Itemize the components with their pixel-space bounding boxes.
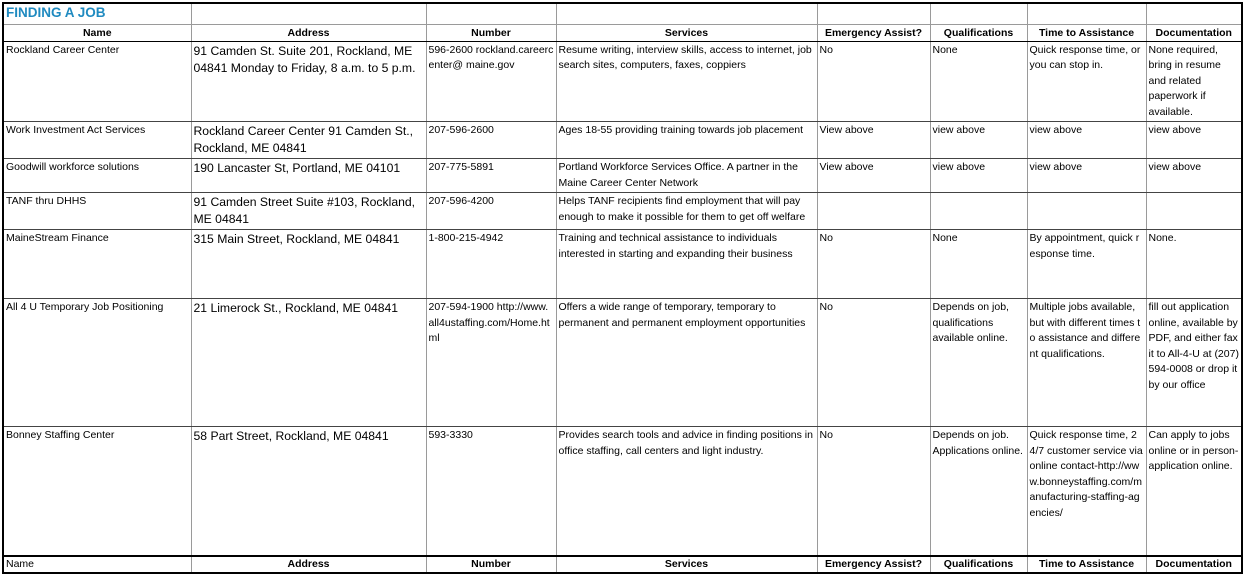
- header-documentation[interactable]: Documentation: [1145, 23, 1243, 42]
- footer-documentation[interactable]: Documentation: [1145, 554, 1243, 573]
- cell-documentation[interactable]: [1145, 192, 1243, 230]
- header-time[interactable]: Time to Assistance: [1026, 23, 1147, 42]
- sheet-title-text: FINDING A JOB: [6, 5, 106, 20]
- cell-address[interactable]: 91 Camden St. Suite 201, Rockland, ME 04…: [190, 40, 427, 122]
- cell-services[interactable]: Resume writing, interview skills, access…: [555, 40, 818, 122]
- cell-services[interactable]: Ages 18-55 providing training towards jo…: [555, 121, 818, 159]
- cell-documentation[interactable]: None required, bring in resume and relat…: [1145, 40, 1243, 122]
- cell-time[interactable]: Multiple jobs available, but with differ…: [1026, 298, 1147, 427]
- footer-qualifications[interactable]: Qualifications: [929, 554, 1028, 573]
- cell-number[interactable]: 207-596-2600: [425, 121, 557, 159]
- cell-address[interactable]: 91 Camden Street Suite #103, Rockland, M…: [190, 192, 427, 230]
- cell-emergency[interactable]: No: [816, 298, 931, 427]
- cell-services[interactable]: Offers a wide range of temporary, tempor…: [555, 298, 818, 427]
- cell-name[interactable]: Goodwill workforce solutions: [2, 158, 192, 193]
- cell-documentation[interactable]: None.: [1145, 229, 1243, 299]
- cell-name[interactable]: Rockland Career Center: [2, 40, 192, 122]
- header-name[interactable]: Name: [2, 23, 192, 42]
- cell-number[interactable]: 207-594-1900 http://www.all4ustaffing.co…: [425, 298, 557, 427]
- cell-time[interactable]: By appointment, quick response time.: [1026, 229, 1147, 299]
- cell-emergency[interactable]: No: [816, 40, 931, 122]
- cell-emergency[interactable]: No: [816, 426, 931, 556]
- cell-documentation[interactable]: view above: [1145, 158, 1243, 193]
- cell-time[interactable]: [1026, 192, 1147, 230]
- sheet-title: FINDING A JOB: [2, 2, 192, 25]
- footer-name[interactable]: Name: [2, 554, 192, 573]
- table-row: MaineStream Finance 315 Main Street, Rock…: [2, 229, 1243, 299]
- cell-time[interactable]: Quick response time, 24/7 customer servi…: [1026, 426, 1147, 556]
- cell-qualifications[interactable]: view above: [929, 121, 1028, 159]
- table-row: Rockland Career Center 91 Camden St. Suit…: [2, 40, 1243, 122]
- cell-time[interactable]: Quick response time, or you can stop in.: [1026, 40, 1147, 122]
- cell-time[interactable]: view above: [1026, 158, 1147, 193]
- table-row: All 4 U Temporary Job Positioning 21 Lime…: [2, 298, 1243, 427]
- cell-address[interactable]: 58 Part Street, Rockland, ME 04841: [190, 426, 427, 556]
- footer-emergency[interactable]: Emergency Assist?: [816, 554, 931, 573]
- header-row: Name Address Number Services Emergency A…: [2, 23, 1243, 42]
- header-number[interactable]: Number: [425, 23, 557, 42]
- footer-address[interactable]: Address: [190, 554, 427, 573]
- cell-address[interactable]: Rockland Career Center 91 Camden St., Ro…: [190, 121, 427, 159]
- cell-number[interactable]: 593-3330: [425, 426, 557, 556]
- footer-time[interactable]: Time to Assistance: [1026, 554, 1147, 573]
- table-row: TANF thru DHHS 91 Camden Street Suite #10…: [2, 192, 1243, 230]
- header-address[interactable]: Address: [190, 23, 427, 42]
- title-row: FINDING A JOB: [2, 2, 1243, 25]
- table-row: Work Investment Act Services Rockland Car…: [2, 121, 1243, 159]
- table-body: Rockland Career Center 91 Camden St. Suit…: [2, 40, 1243, 556]
- cell-name[interactable]: Bonney Staffing Center: [2, 426, 192, 556]
- cell-services[interactable]: Portland Workforce Services Office. A pa…: [555, 158, 818, 193]
- header-emergency[interactable]: Emergency Assist?: [816, 23, 931, 42]
- footer-services[interactable]: Services: [555, 554, 818, 573]
- cell-emergency[interactable]: View above: [816, 158, 931, 193]
- table-row: Goodwill workforce solutions 190 Lancaste…: [2, 158, 1243, 193]
- cell-emergency[interactable]: [816, 192, 931, 230]
- cell-qualifications[interactable]: None: [929, 40, 1028, 122]
- cell-address[interactable]: 190 Lancaster St, Portland, ME 04101: [190, 158, 427, 193]
- cell-qualifications[interactable]: None: [929, 229, 1028, 299]
- cell-emergency[interactable]: View above: [816, 121, 931, 159]
- cell-qualifications[interactable]: [929, 192, 1028, 230]
- footer-number[interactable]: Number: [425, 554, 557, 573]
- cell-number[interactable]: 207-775-5891: [425, 158, 557, 193]
- header-qualifications[interactable]: Qualifications: [929, 23, 1028, 42]
- cell-address[interactable]: 21 Limerock St., Rockland, ME 04841: [190, 298, 427, 427]
- cell-documentation[interactable]: fill out application online, available b…: [1145, 298, 1243, 427]
- cell-emergency[interactable]: No: [816, 229, 931, 299]
- cell-name[interactable]: All 4 U Temporary Job Positioning: [2, 298, 192, 427]
- cell-name[interactable]: MaineStream Finance: [2, 229, 192, 299]
- cell-qualifications[interactable]: Depends on job. Applications online.: [929, 426, 1028, 556]
- cell-qualifications[interactable]: view above: [929, 158, 1028, 193]
- cell-address[interactable]: 315 Main Street, Rockland, ME 04841: [190, 229, 427, 299]
- table-row: Bonney Staffing Center 58 Part Street, Ro…: [2, 426, 1243, 556]
- footer-row: Name Address Number Services Emergency A…: [2, 554, 1243, 573]
- cell-name[interactable]: TANF thru DHHS: [2, 192, 192, 230]
- cell-time[interactable]: view above: [1026, 121, 1147, 159]
- cell-services[interactable]: Training and technical assistance to ind…: [555, 229, 818, 299]
- cell-number[interactable]: 207-596-4200: [425, 192, 557, 230]
- cell-services[interactable]: Helps TANF recipients find employment th…: [555, 192, 818, 230]
- cell-number[interactable]: 1-800-215-4942: [425, 229, 557, 299]
- cell-documentation[interactable]: view above: [1145, 121, 1243, 159]
- cell-documentation[interactable]: Can apply to jobs online or in person- a…: [1145, 426, 1243, 556]
- header-services[interactable]: Services: [555, 23, 818, 42]
- cell-qualifications[interactable]: Depends on job, qualifications available…: [929, 298, 1028, 427]
- cell-name[interactable]: Work Investment Act Services: [2, 121, 192, 159]
- cell-number[interactable]: 596-2600 rockland.careercenter@ maine.go…: [425, 40, 557, 122]
- cell-services[interactable]: Provides search tools and advice in find…: [555, 426, 818, 556]
